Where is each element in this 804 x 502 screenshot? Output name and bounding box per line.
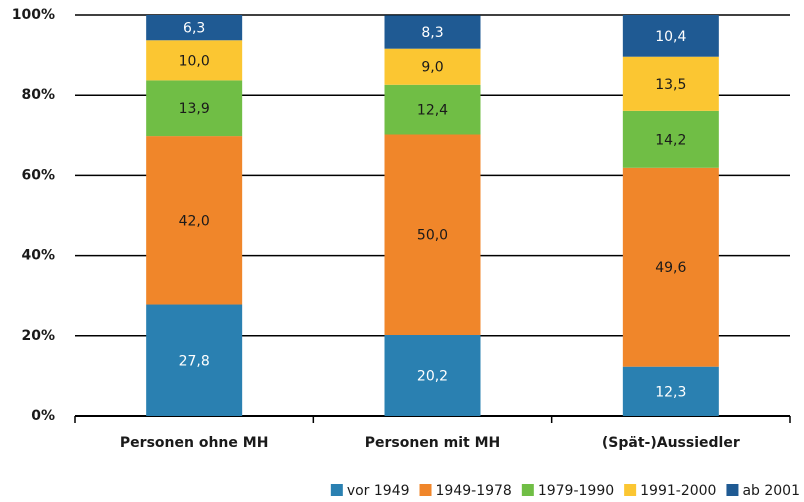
value-label: 27,8 bbox=[179, 353, 210, 369]
bar-segment bbox=[146, 15, 243, 41]
bar-segment bbox=[622, 110, 719, 168]
value-label: 6,3 bbox=[183, 21, 205, 37]
value-label: 13,5 bbox=[655, 77, 686, 93]
y-tick-label: 20% bbox=[21, 328, 55, 344]
legend-swatch bbox=[726, 484, 739, 496]
bar-segment bbox=[622, 366, 719, 416]
value-label: 14,2 bbox=[655, 132, 686, 148]
bar-segment bbox=[622, 56, 719, 111]
bar-segment bbox=[146, 40, 243, 81]
value-label: 49,6 bbox=[655, 260, 686, 276]
y-tick-label: 60% bbox=[21, 167, 55, 183]
value-label: 9,0 bbox=[421, 60, 443, 76]
y-tick-label: 0% bbox=[31, 408, 55, 424]
value-label: 10,0 bbox=[179, 53, 210, 69]
bar-segment bbox=[384, 48, 481, 85]
legend-swatch bbox=[330, 484, 343, 496]
y-tick-label: 80% bbox=[21, 87, 55, 103]
bar-segment bbox=[146, 80, 243, 137]
bar-segment bbox=[384, 334, 481, 416]
bar-segment bbox=[384, 134, 481, 335]
value-label: 8,3 bbox=[421, 25, 443, 41]
legend-label: 1949-1978 bbox=[436, 483, 512, 499]
value-label: 12,3 bbox=[655, 384, 686, 400]
bar-segment bbox=[384, 15, 481, 49]
x-tick-label: Personen ohne MH bbox=[120, 435, 268, 451]
legend-label: 1979-1990 bbox=[538, 483, 614, 499]
y-tick-label: 100% bbox=[12, 7, 55, 23]
bar-segment bbox=[622, 167, 719, 367]
legend-label: 1991-2000 bbox=[640, 483, 716, 499]
legend-label: ab 2001 bbox=[742, 483, 800, 499]
legend-swatch bbox=[419, 484, 432, 496]
value-label: 13,9 bbox=[179, 101, 210, 117]
value-label: 12,4 bbox=[417, 103, 448, 119]
bar-segment bbox=[622, 15, 719, 57]
legend-swatch bbox=[521, 484, 534, 496]
bar-segment bbox=[146, 304, 243, 416]
value-label: 10,4 bbox=[655, 29, 686, 45]
bar-segment bbox=[384, 84, 481, 135]
value-label: 42,0 bbox=[179, 213, 210, 229]
legend-swatch bbox=[624, 484, 637, 496]
value-label: 20,2 bbox=[417, 368, 448, 384]
bar-segment bbox=[146, 136, 243, 305]
y-tick-label: 40% bbox=[21, 248, 55, 264]
value-label: 50,0 bbox=[417, 228, 448, 244]
x-tick-label: Personen mit MH bbox=[365, 435, 501, 451]
legend-label: vor 1949 bbox=[347, 483, 410, 499]
x-tick-label: (Spät-)Aussiedler bbox=[602, 435, 740, 451]
